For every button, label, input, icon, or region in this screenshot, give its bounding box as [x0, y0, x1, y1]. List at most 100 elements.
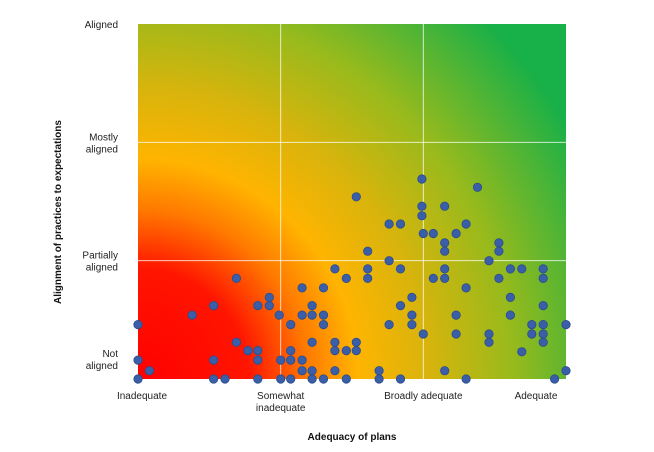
data-point[interactable]	[428, 228, 438, 239]
data-point[interactable]	[494, 238, 504, 248]
data-point[interactable]	[341, 345, 351, 356]
data-point[interactable]	[209, 355, 219, 365]
data-point[interactable]	[418, 329, 428, 339]
data-point[interactable]	[341, 374, 351, 384]
data-point[interactable]	[276, 355, 286, 365]
data-point[interactable]	[307, 366, 317, 376]
data-point[interactable]	[472, 182, 483, 192]
data-point[interactable]	[351, 337, 361, 347]
data-point[interactable]	[253, 374, 263, 384]
data-point[interactable]	[384, 319, 394, 330]
data-point[interactable]	[220, 374, 230, 384]
data-point[interactable]	[407, 310, 417, 320]
data-point[interactable]	[407, 319, 417, 330]
data-point[interactable]	[561, 366, 571, 376]
data-point[interactable]	[297, 283, 307, 293]
data-point[interactable]	[351, 192, 361, 202]
data-point[interactable]	[330, 366, 340, 376]
data-point[interactable]	[517, 264, 527, 274]
data-point[interactable]	[286, 355, 296, 365]
data-point[interactable]	[451, 329, 461, 339]
data-point[interactable]	[538, 337, 548, 347]
data-point[interactable]	[133, 319, 143, 330]
data-point[interactable]	[243, 345, 253, 356]
data-point[interactable]	[417, 174, 427, 184]
data-point[interactable]	[318, 374, 329, 384]
data-point[interactable]	[440, 273, 450, 283]
data-point[interactable]	[330, 345, 340, 356]
data-point[interactable]	[461, 219, 471, 229]
data-point[interactable]	[363, 273, 373, 283]
data-point[interactable]	[538, 329, 548, 339]
data-point[interactable]	[307, 300, 317, 311]
data-point[interactable]	[561, 319, 571, 330]
data-point[interactable]	[451, 228, 461, 239]
data-point[interactable]	[253, 355, 263, 365]
data-point[interactable]	[440, 246, 450, 256]
data-point[interactable]	[395, 219, 406, 229]
data-point[interactable]	[549, 374, 560, 384]
data-point[interactable]	[307, 374, 317, 384]
data-point[interactable]	[209, 300, 219, 311]
data-point[interactable]	[133, 355, 143, 365]
data-point[interactable]	[517, 347, 527, 357]
data-point[interactable]	[264, 300, 274, 311]
data-point[interactable]	[538, 300, 548, 311]
data-point[interactable]	[307, 337, 317, 347]
data-point[interactable]	[440, 238, 450, 248]
data-point[interactable]	[276, 374, 286, 384]
data-point[interactable]	[494, 246, 504, 256]
data-point[interactable]	[144, 366, 154, 376]
data-point[interactable]	[527, 329, 537, 339]
data-point[interactable]	[286, 374, 296, 384]
data-point[interactable]	[351, 345, 361, 356]
data-point[interactable]	[187, 310, 197, 320]
data-point[interactable]	[384, 219, 394, 229]
data-point[interactable]	[374, 366, 384, 376]
data-point[interactable]	[297, 366, 307, 376]
data-point[interactable]	[395, 374, 406, 384]
data-point[interactable]	[264, 292, 274, 302]
data-point[interactable]	[428, 273, 438, 283]
data-point[interactable]	[133, 374, 143, 384]
data-point[interactable]	[395, 264, 406, 274]
data-point[interactable]	[407, 292, 417, 302]
data-point[interactable]	[440, 201, 450, 211]
data-point[interactable]	[538, 264, 548, 274]
data-point[interactable]	[461, 283, 471, 293]
data-point[interactable]	[484, 256, 494, 266]
data-point[interactable]	[286, 345, 296, 356]
data-point[interactable]	[363, 246, 373, 256]
data-point[interactable]	[307, 310, 317, 320]
data-point[interactable]	[505, 310, 515, 320]
data-point[interactable]	[231, 273, 241, 283]
data-point[interactable]	[418, 228, 428, 239]
data-point[interactable]	[395, 300, 406, 311]
data-point[interactable]	[253, 345, 263, 356]
data-point[interactable]	[505, 264, 515, 274]
data-point[interactable]	[363, 264, 373, 274]
data-point[interactable]	[297, 355, 307, 365]
data-point[interactable]	[451, 310, 461, 320]
data-point[interactable]	[384, 256, 394, 266]
data-point[interactable]	[231, 337, 241, 347]
data-point[interactable]	[318, 283, 329, 293]
data-point[interactable]	[527, 319, 537, 330]
data-point[interactable]	[330, 337, 340, 347]
data-point[interactable]	[274, 310, 284, 320]
data-point[interactable]	[318, 319, 329, 330]
data-point[interactable]	[209, 374, 219, 384]
data-point[interactable]	[484, 337, 494, 347]
data-point[interactable]	[318, 310, 329, 320]
data-point[interactable]	[253, 300, 263, 311]
data-point[interactable]	[538, 319, 548, 330]
data-point[interactable]	[330, 264, 340, 274]
data-point[interactable]	[417, 211, 427, 221]
data-point[interactable]	[484, 329, 494, 339]
data-point[interactable]	[341, 273, 351, 283]
data-point[interactable]	[440, 264, 450, 274]
data-point[interactable]	[505, 292, 515, 302]
data-point[interactable]	[538, 273, 548, 283]
data-point[interactable]	[440, 366, 450, 376]
data-point[interactable]	[417, 201, 427, 211]
